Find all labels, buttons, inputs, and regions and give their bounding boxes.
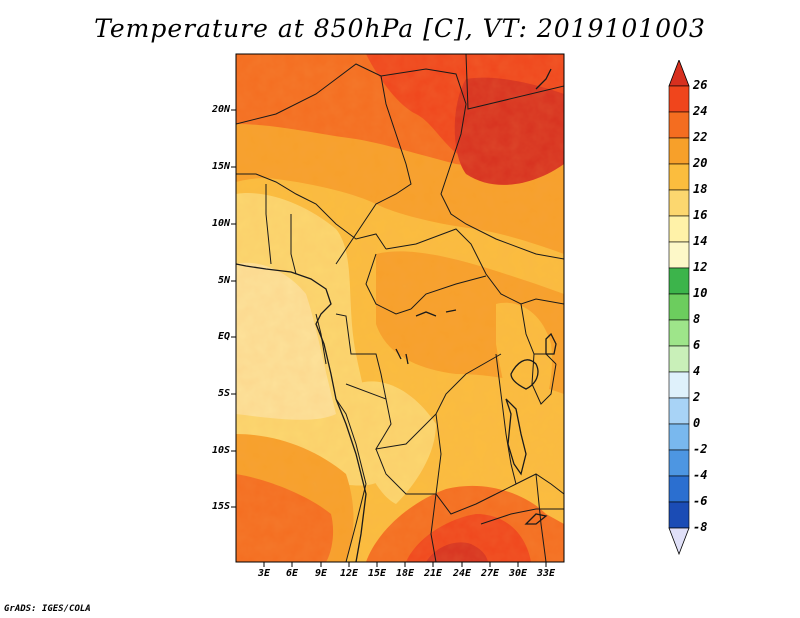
lon-label: 12E (339, 568, 359, 579)
lat-ticks (231, 109, 236, 508)
colorbar-label: 10 (693, 286, 708, 300)
lon-label: 24E (452, 568, 472, 579)
colorbar-label: -2 (693, 442, 708, 456)
colorbar-label: 12 (693, 260, 708, 274)
lon-ticks (263, 562, 547, 567)
lon-label: 27E (480, 568, 500, 579)
map-border (235, 53, 565, 563)
lon-label: 18E (395, 568, 415, 579)
colorbar-label: 24 (693, 104, 708, 118)
country-borders (236, 54, 564, 562)
colorbar-label: -6 (693, 494, 708, 508)
colorbar-swatches (668, 60, 690, 556)
colorbar-swatch (668, 267, 690, 295)
lat-label: 10N (211, 218, 230, 229)
colorbar-swatch (668, 137, 690, 165)
lon-label: 9E (314, 568, 328, 579)
lat-label: 15N (211, 161, 230, 172)
lat-label: 15S (211, 501, 230, 512)
lon-label: 33E (536, 568, 556, 579)
colorbar-label: -4 (693, 468, 708, 482)
colorbar-label: 16 (693, 208, 708, 222)
colorbar-swatch (668, 449, 690, 477)
chart-title: Temperature at 850hPa [C], VT: 201910100… (94, 14, 706, 43)
lon-label: 3E (257, 568, 271, 579)
colorbar-label: 14 (693, 234, 708, 248)
colorbar-swatch (668, 293, 690, 321)
colorbar-over-triangle (668, 60, 690, 87)
colorbar-swatch (668, 397, 690, 425)
colorbar-swatch (668, 111, 690, 139)
colorbar-label: 18 (693, 182, 708, 196)
credit-text: GrADS: IGES/COLA (4, 604, 91, 614)
colorbar-label: 22 (693, 130, 708, 144)
colorbar-label: 2 (693, 390, 701, 404)
colorbar-swatch (668, 319, 690, 347)
lat-label: 20N (211, 104, 230, 115)
colorbar-label: 0 (693, 416, 701, 430)
lat-label: 5S (217, 388, 230, 399)
lon-label: 30E (508, 568, 528, 579)
colorbar-label: 4 (693, 364, 701, 378)
colorbar-label: 8 (693, 312, 701, 326)
colorbar-swatch (668, 85, 690, 113)
colorbar-swatch (668, 163, 690, 191)
colorbar-label: -8 (693, 520, 708, 534)
colorbar-label: 6 (693, 338, 701, 352)
colorbar-under-triangle (668, 527, 690, 556)
colorbar-swatch (668, 241, 690, 269)
colorbar-swatch (668, 501, 690, 529)
colorbar-label: 26 (693, 78, 708, 92)
colorbar-swatch (668, 215, 690, 243)
lat-label: EQ (217, 331, 230, 342)
lat-label: 10S (211, 445, 230, 456)
lat-label: 5N (217, 275, 230, 286)
lon-label: 21E (423, 568, 443, 579)
colorbar-swatch (668, 345, 690, 373)
colorbar-swatch (668, 475, 690, 503)
colorbar-swatch (668, 423, 690, 451)
colorbar (668, 60, 690, 556)
map-svg (236, 54, 564, 562)
lon-label: 6E (285, 568, 299, 579)
texture-overlay (236, 54, 564, 562)
lon-label: 15E (367, 568, 387, 579)
colorbar-label: 20 (693, 156, 708, 170)
coastlines (236, 68, 557, 562)
colorbar-swatch (668, 189, 690, 217)
colorbar-swatch (668, 371, 690, 399)
temperature-map (236, 54, 564, 562)
